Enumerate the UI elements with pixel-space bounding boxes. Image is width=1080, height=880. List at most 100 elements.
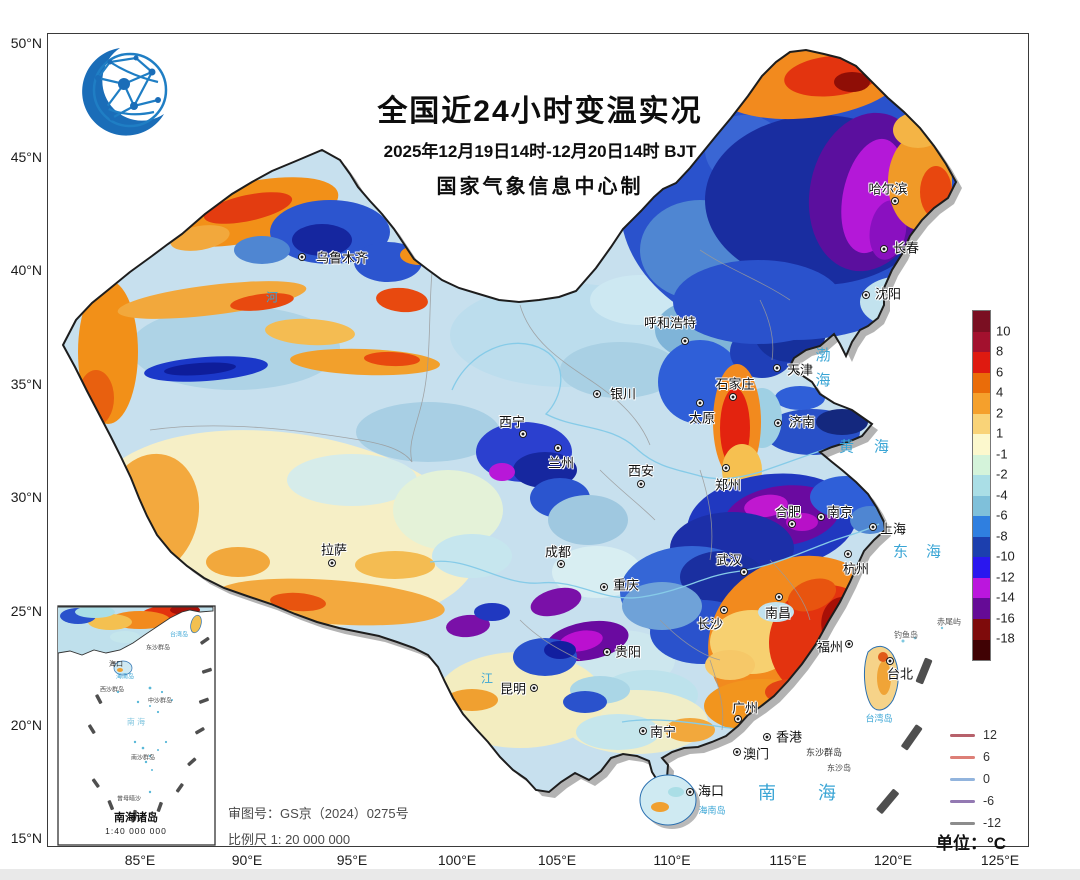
lon-axis-label: 105°E	[537, 852, 577, 868]
colorbar-value: 8	[996, 343, 1004, 359]
lat-axis-label: 30°N	[10, 489, 42, 505]
city-label: 哈尔滨	[868, 181, 908, 197]
map-title: 全国近24小时变温实况	[377, 95, 703, 128]
city-label: 沈阳	[874, 286, 902, 302]
map-scale: 比例尺 1: 20 000 000	[228, 832, 351, 847]
city-label: 福州	[816, 639, 844, 655]
inset-label: 西沙群岛	[99, 687, 125, 694]
city-marker	[729, 393, 737, 401]
legend-line-label: -12	[983, 816, 1002, 830]
city-marker	[696, 399, 704, 407]
nmic-logo	[82, 48, 168, 136]
colorbar-segment	[973, 434, 990, 455]
lon-axis-label: 95°E	[336, 852, 368, 868]
city-label: 贵阳	[614, 644, 642, 660]
legend-line-label: 6	[983, 750, 990, 764]
city-marker	[788, 520, 796, 528]
city-label: 呼和浩特	[643, 315, 697, 331]
colorbar-segment	[973, 577, 990, 599]
inset-label: 海口	[109, 661, 123, 668]
city-marker	[557, 560, 565, 568]
legend-row: 0	[950, 768, 1001, 790]
lon-axis-label: 125°E	[980, 852, 1020, 868]
city-label: 西安	[627, 463, 655, 479]
legend-row: 12	[950, 724, 1001, 746]
city-marker	[519, 430, 527, 438]
city-label: 兰州	[547, 455, 575, 471]
city-marker	[686, 788, 694, 796]
rivers	[429, 342, 880, 730]
lon-axis-label: 100°E	[437, 852, 477, 868]
inset-label: 曾母暗沙	[116, 796, 142, 803]
legend-line-label: -6	[983, 794, 995, 808]
city-marker	[845, 640, 853, 648]
city-label: 杭州	[842, 561, 870, 577]
city-marker	[886, 657, 894, 665]
city-label: 南宁	[649, 724, 677, 740]
city-label: 银川	[609, 386, 637, 402]
legend-row: -12	[950, 812, 1001, 834]
city-marker	[891, 197, 899, 205]
legend-line-swatch	[950, 777, 975, 781]
colorbar-value: -10	[996, 548, 1015, 564]
legend-row: 6	[950, 746, 1001, 768]
city-label: 石家庄	[715, 376, 755, 392]
colorbar-segment	[973, 475, 990, 496]
city-label: 香港	[775, 729, 803, 745]
city-marker	[844, 550, 852, 558]
city-marker	[775, 593, 783, 601]
city-marker	[530, 684, 538, 692]
water-label: 钓鱼岛	[894, 630, 918, 640]
city-marker	[593, 390, 601, 398]
city-marker	[774, 419, 782, 427]
city-marker	[734, 715, 742, 723]
national-boundary	[61, 48, 958, 794]
city-label: 长沙	[696, 616, 724, 632]
colorbar-value: -4	[996, 487, 1008, 503]
city-label: 郑州	[714, 477, 742, 493]
city-marker	[681, 337, 689, 345]
inset-title: 南海诸岛	[114, 812, 158, 824]
legend-line-swatch	[950, 821, 975, 825]
nine-dash-line	[876, 657, 933, 814]
colorbar-segment	[973, 618, 990, 640]
city-label: 昆明	[499, 681, 527, 697]
inset-scale: 1:40 000 000	[105, 826, 167, 836]
unit-label: 单位：°C	[936, 834, 1007, 853]
lon-axis-label: 120°E	[873, 852, 913, 868]
city-marker	[639, 727, 647, 735]
map-review-number: 审图号：GS京（2024）0275号	[228, 806, 409, 821]
legend-row: -6	[950, 790, 1001, 812]
lat-axis-label: 35°N	[10, 376, 42, 392]
colorbar-segment	[973, 352, 990, 373]
city-label: 南京	[826, 504, 854, 520]
isoline-legend: 12 6 0 -6 -12	[950, 724, 1001, 834]
inset-label: 东沙群岛	[145, 645, 171, 652]
temperature-colorbar	[972, 310, 991, 661]
inset-label: 南 海	[126, 717, 146, 727]
lon-axis-label: 85°E	[124, 852, 156, 868]
colorbar-value: 6	[996, 364, 1004, 380]
colorbar-value: -2	[996, 466, 1008, 482]
colorbar-segment	[973, 516, 990, 537]
legend-line-swatch	[950, 733, 975, 737]
city-marker	[720, 606, 728, 614]
colorbar-segment	[973, 495, 990, 517]
colorbar-segment	[973, 598, 990, 619]
water-label: 南海	[758, 783, 878, 803]
city-marker	[603, 648, 611, 656]
inset-label: 南沙群岛	[130, 755, 156, 762]
map-time-range: 2025年12月19日14时-12月20日14时 BJT	[383, 142, 697, 161]
colorbar-value: -14	[996, 589, 1015, 605]
colorbar-segment	[973, 331, 990, 353]
map-credit: 国家气象信息中心制	[436, 176, 644, 198]
water-label: 渤海	[813, 347, 831, 397]
city-label: 合肥	[774, 504, 802, 520]
city-marker	[763, 733, 771, 741]
city-label: 海口	[697, 783, 725, 799]
legend-line-swatch	[950, 799, 975, 803]
city-marker	[328, 559, 336, 567]
map-frame	[47, 33, 1029, 847]
lon-axis-label: 115°E	[769, 852, 807, 868]
city-marker	[722, 464, 730, 472]
